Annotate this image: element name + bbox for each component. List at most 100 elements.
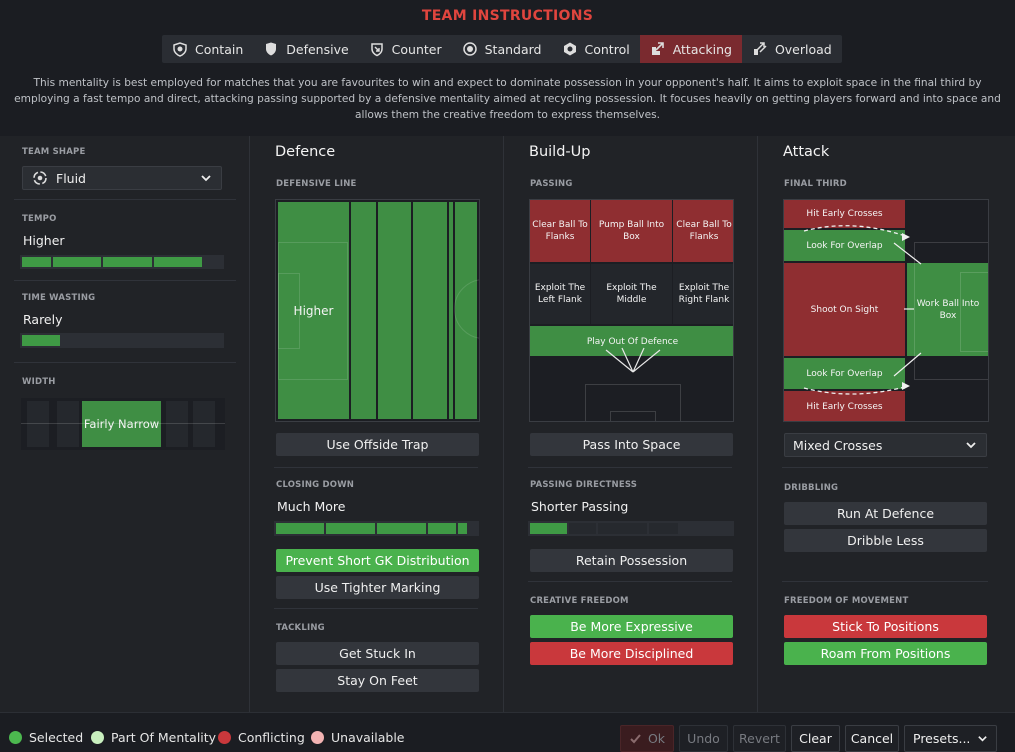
shield-icon xyxy=(266,42,277,56)
time-wasting-slider[interactable] xyxy=(20,333,224,348)
legend-label: Unavailable xyxy=(331,730,405,745)
closing-down-segment xyxy=(458,523,467,534)
hit-early-crosses-bottom-zone[interactable]: Hit Early Crosses xyxy=(784,391,905,421)
tab-label: Control xyxy=(584,41,630,57)
exploit-right-flank-zone[interactable]: Exploit The Right Flank xyxy=(673,264,733,324)
directness-segment xyxy=(530,523,567,534)
exploit-middle-zone[interactable]: Exploit The Middle xyxy=(591,264,672,324)
chevron-down-icon xyxy=(966,442,976,449)
passing-directness-slider[interactable] xyxy=(528,521,734,536)
tempo-segment xyxy=(204,257,223,267)
revert-button[interactable]: Revert xyxy=(733,725,786,752)
team-shape-dropdown[interactable]: Fluid xyxy=(22,166,222,190)
directness-segment xyxy=(598,523,647,534)
legend-conflicting: Conflicting xyxy=(218,730,305,745)
counter-icon xyxy=(370,43,383,57)
tab-overload[interactable]: Overload xyxy=(742,35,842,63)
tab-control[interactable]: Control xyxy=(552,35,640,63)
defence-heading: Defence xyxy=(275,144,336,160)
closing-down-segment xyxy=(326,523,375,534)
width-pitch[interactable]: Fairly Narrow xyxy=(21,398,225,450)
clear-button[interactable]: Clear xyxy=(791,725,840,752)
clear-ball-to-flanks-left-zone[interactable]: Clear Ball To Flanks xyxy=(530,200,590,262)
stick-to-positions-button[interactable]: Stick To Positions xyxy=(784,615,987,638)
use-tighter-marking-button[interactable]: Use Tighter Marking xyxy=(276,576,479,599)
tempo-segment xyxy=(52,257,102,267)
dribbling-label: DRIBBLING xyxy=(784,483,839,493)
work-ball-into-box-zone[interactable]: Work Ball Into Box xyxy=(907,263,988,356)
be-more-expressive-button[interactable]: Be More Expressive xyxy=(530,615,733,638)
play-out-of-defence-zone[interactable]: Play Out Of Defence xyxy=(530,326,733,356)
tab-counter[interactable]: Counter xyxy=(359,35,452,63)
clear-ball-to-flanks-right-zone[interactable]: Clear Ball To Flanks xyxy=(673,200,733,262)
closing-down-segment xyxy=(377,523,426,534)
run-at-defence-button[interactable]: Run At Defence xyxy=(784,502,987,525)
overload-icon xyxy=(753,42,767,55)
crosses-dropdown[interactable]: Mixed Crosses xyxy=(784,433,987,457)
tab-standard[interactable]: Standard xyxy=(452,35,552,63)
final-third-pitch: Hit Early Crosses Look For Overlap Shoot… xyxy=(783,199,989,422)
tab-contain[interactable]: Contain xyxy=(162,35,253,63)
part-of-mentality-dot-icon xyxy=(91,731,104,744)
tab-attacking[interactable]: Attacking xyxy=(639,35,742,63)
legend-part-of-mentality: Part Of Mentality xyxy=(91,730,216,745)
attack-column: Attack FINAL THIRD Hit Early Crosses Loo… xyxy=(757,136,1015,712)
tab-label: Contain xyxy=(195,41,244,57)
tempo-value: Higher xyxy=(23,233,65,248)
undo-button[interactable]: Undo xyxy=(679,725,728,752)
control-icon xyxy=(563,42,576,56)
use-offside-trap-button[interactable]: Use Offside Trap xyxy=(276,433,479,456)
pass-into-space-button[interactable]: Pass Into Space xyxy=(530,433,733,456)
closing-down-segment xyxy=(428,523,456,534)
look-for-overlap-bottom-zone[interactable]: Look For Overlap xyxy=(784,358,905,389)
tab-defensive[interactable]: Defensive xyxy=(253,35,358,63)
attacking-icon xyxy=(651,42,664,55)
defensive-line-pitch[interactable]: Higher xyxy=(275,199,480,422)
presets-dropdown[interactable]: Presets... xyxy=(904,725,997,752)
chevron-down-icon xyxy=(978,736,987,742)
closing-down-label: CLOSING DOWN xyxy=(276,480,355,490)
tab-label: Attacking xyxy=(672,41,732,57)
stay-on-feet-button[interactable]: Stay On Feet xyxy=(276,669,479,692)
closing-down-segment xyxy=(276,523,324,534)
page-title: TEAM INSTRUCTIONS xyxy=(421,8,594,24)
dribble-less-button[interactable]: Dribble Less xyxy=(784,529,987,552)
tab-label: Standard xyxy=(484,41,542,57)
creative-freedom-label: CREATIVE FREEDOM xyxy=(530,596,629,606)
passing-directness-value: Shorter Passing xyxy=(531,499,629,514)
left-column: TEAM SHAPE Fluid TEMPO Higher TIME WASTI… xyxy=(0,136,249,712)
roam-from-positions-button[interactable]: Roam From Positions xyxy=(784,642,987,665)
closing-down-slider[interactable] xyxy=(274,521,479,536)
tempo-slider[interactable] xyxy=(20,255,224,269)
ok-button[interactable]: Ok xyxy=(620,725,674,752)
footer-bar: Selected Part Of Mentality Conflicting U… xyxy=(0,712,1015,752)
tab-label: Overload xyxy=(774,41,832,57)
legend-label: Part Of Mentality xyxy=(111,730,217,745)
shoot-on-sight-zone[interactable]: Shoot On Sight xyxy=(784,263,905,356)
team-shape-value: Fluid xyxy=(56,170,86,186)
cancel-button[interactable]: Cancel xyxy=(845,725,899,752)
directness-segment xyxy=(569,523,596,534)
exploit-left-flank-zone[interactable]: Exploit The Left Flank xyxy=(530,264,590,324)
tempo-segment xyxy=(153,257,203,267)
unavailable-dot-icon xyxy=(311,731,324,744)
passing-arrows-icon xyxy=(605,347,661,373)
hit-early-crosses-top-zone[interactable]: Hit Early Crosses xyxy=(784,200,905,228)
retain-possession-button[interactable]: Retain Possession xyxy=(530,549,733,572)
conflicting-dot-icon xyxy=(218,731,231,744)
legend-selected: Selected xyxy=(9,730,83,745)
freedom-of-movement-label: FREEDOM OF MOVEMENT xyxy=(784,596,909,606)
pump-ball-into-box-zone[interactable]: Pump Ball Into Box xyxy=(591,200,672,262)
selected-dot-icon xyxy=(9,731,22,744)
tackling-label: TACKLING xyxy=(276,623,325,633)
presets-label: Presets... xyxy=(913,731,971,746)
defensive-line-zone: Higher xyxy=(278,202,349,419)
get-stuck-in-button[interactable]: Get Stuck In xyxy=(276,642,479,665)
look-for-overlap-top-zone[interactable]: Look For Overlap xyxy=(784,230,905,261)
passing-pitch: Clear Ball To Flanks Pump Ball Into Box … xyxy=(529,199,734,422)
prevent-short-gk-distribution-button[interactable]: Prevent Short GK Distribution xyxy=(276,549,479,572)
be-more-disciplined-button[interactable]: Be More Disciplined xyxy=(530,642,733,665)
attack-heading: Attack xyxy=(783,144,830,160)
chevron-down-icon xyxy=(201,175,211,182)
defensive-line-label: DEFENSIVE LINE xyxy=(276,179,357,189)
